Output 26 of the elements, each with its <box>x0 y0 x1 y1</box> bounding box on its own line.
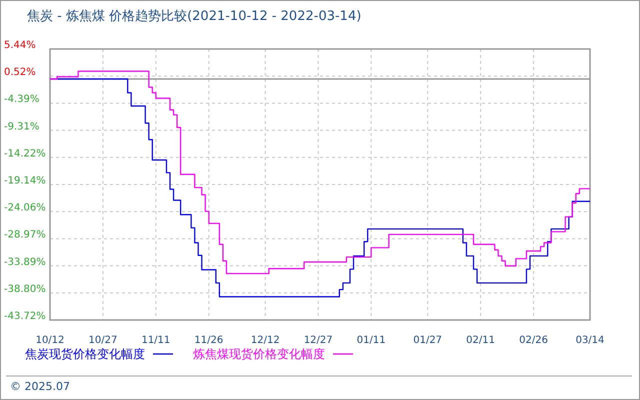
y-tick-label: -43.72% <box>4 311 46 322</box>
y-tick-label: -24.06% <box>4 202 46 214</box>
x-tick-label: 10/27 <box>88 335 118 346</box>
legend-label: 炼焦煤现货价格变化幅度 <box>193 347 325 361</box>
y-tick-label: 5.44% <box>4 40 36 51</box>
y-tick-label: 0.52% <box>4 67 36 78</box>
x-tick-label: 12/27 <box>304 335 333 346</box>
x-tick-label: 01/11 <box>356 335 386 346</box>
x-tick-label: 10/12 <box>36 335 64 346</box>
x-tick-label: 02/26 <box>519 335 548 346</box>
text: © 2025.07 <box>10 380 70 393</box>
y-tick-label: -38.80% <box>4 284 46 295</box>
y-tick-label: -28.97% <box>4 230 46 241</box>
x-tick-label: 11/11 <box>141 335 170 346</box>
x-tick-label: 12/12 <box>250 335 280 346</box>
y-tick-label: -19.14% <box>4 176 46 186</box>
chart-title: 焦炭 - 炼焦煤 价格趋势比较(2021-10-12 - 2022-03-14) <box>27 9 362 24</box>
y-tick-label: -4.39% <box>4 94 40 106</box>
x-tick-label: 03/14 <box>576 335 604 346</box>
x-tick-label: 02/11 <box>466 335 495 346</box>
y-tick-label: -33.89% <box>4 256 46 268</box>
x-tick-label: 01/27 <box>413 335 442 346</box>
legend-label: 焦炭现货价格变化幅度 <box>25 347 145 361</box>
y-tick-label: -9.31% <box>4 121 40 132</box>
x-tick-label: 11/26 <box>194 335 224 346</box>
y-tick-label: -14.22% <box>4 148 46 160</box>
